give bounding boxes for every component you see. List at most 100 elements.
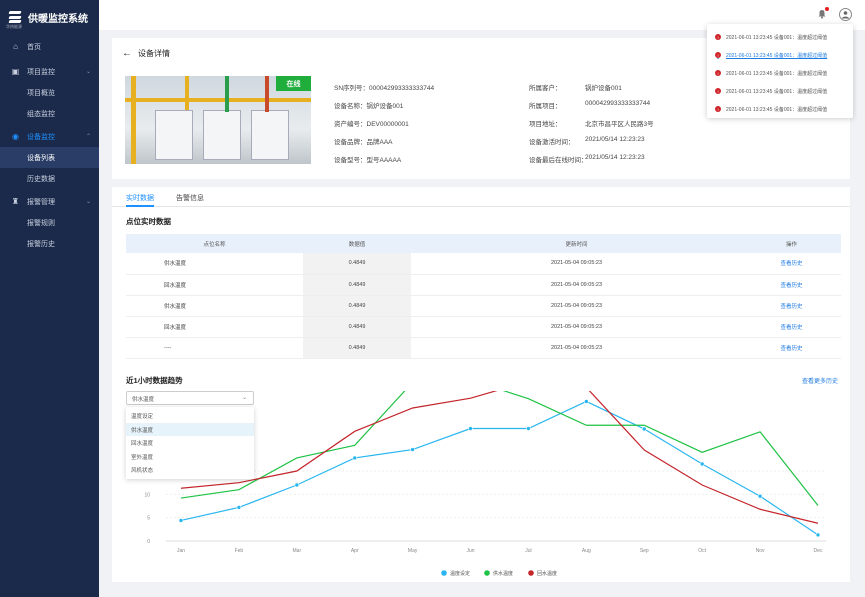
sidebar-item-alarm-history[interactable]: 报警历史: [0, 233, 99, 254]
bell-icon[interactable]: [817, 7, 829, 19]
cell-time: 2021-05-04 09:05:23: [411, 253, 742, 275]
cell-value: 0.4849: [303, 295, 411, 317]
table-header-row: 点位名称 数据值 更新时间 操作: [126, 234, 841, 253]
column-header: 更新时间: [411, 234, 742, 253]
x-tick-label: Jan: [177, 548, 185, 554]
x-tick-label: Dec: [814, 548, 823, 554]
activation-label: 设备激活时间：: [529, 139, 575, 146]
x-tick-label: Oct: [698, 548, 706, 554]
x-tick-label: Nov: [756, 548, 765, 554]
cell-value: 0.4849: [303, 253, 411, 275]
notification-text: 2021-06-01 13:23:45 设备001：温度超过阈值: [726, 34, 828, 41]
realtime-table: 点位名称 数据值 更新时间 操作 供水温度 0.4849 2021-05-04 …: [126, 234, 841, 359]
sidebar-item-alarm-manage[interactable]: ♜ 报警管理 ⌄: [0, 191, 99, 212]
tab-bar: 实时数据 告警信息: [112, 187, 850, 207]
activation-value: 2021/05/14 12:23:23: [585, 136, 645, 143]
project-label: 所属项目：: [529, 103, 562, 110]
sidebar-item-label: 历史数据: [27, 175, 55, 183]
cell-time: 2021-05-04 09:05:23: [411, 274, 742, 296]
brand-field: 设备品牌：品牌AAA: [334, 139, 393, 146]
view-history-link[interactable]: 查看历史: [742, 316, 841, 338]
tab-realtime-data[interactable]: 实时数据: [126, 195, 154, 202]
avatar[interactable]: [839, 8, 852, 21]
view-history-link[interactable]: 查看历史: [742, 253, 841, 275]
cell-point-name: 回水温度: [126, 274, 303, 296]
sidebar-item-alarm-rules[interactable]: 报警规则: [0, 212, 99, 233]
data-point: [178, 518, 184, 523]
tab-indicator: [126, 205, 154, 207]
legend-label: 供水温度: [493, 570, 513, 577]
alert-icon: !: [715, 34, 721, 40]
trend-chart: 051015JanFebMarAprMayJunJulAugSepOctNovD…: [144, 391, 826, 577]
last-online-value: 2021/05/14 12:23:23: [585, 154, 645, 161]
data-point: [641, 426, 647, 432]
column-header: 数据值: [303, 234, 411, 253]
dropdown-option-selected[interactable]: 供水温度: [126, 422, 254, 436]
sidebar-item-device-list[interactable]: 设备列表: [0, 147, 99, 168]
address-value: 北京市昌平区人民路3号: [585, 121, 654, 128]
notification-item[interactable]: ! 2021-06-01 13:23:45 设备001：温度超过阈值: [707, 64, 853, 82]
sidebar-item-label: 设备监控: [27, 133, 55, 141]
sidebar-item-project-monitor[interactable]: ▣ 项目监控 ⌄: [0, 61, 99, 82]
address-label: 项目地址：: [529, 121, 562, 128]
x-tick-label: Sep: [640, 548, 649, 554]
sidebar-item-label: 报警历史: [27, 240, 55, 248]
monitor-icon: ▣: [11, 67, 20, 76]
dropdown-option[interactable]: 回水温度: [131, 441, 154, 447]
table-row: 回水温度 0.4849 2021-05-04 09:05:23 查看历史: [126, 316, 841, 338]
legend-label: 回水温度: [537, 570, 557, 577]
back-button[interactable]: ← 设备详情: [122, 48, 170, 59]
table-row: 供水温度 0.4849 2021-05-04 09:05:23 查看历史: [126, 295, 841, 317]
cell-time: 2021-05-04 09:05:23: [411, 295, 742, 317]
chevron-down-icon: ⌄: [85, 69, 91, 75]
alert-icon: !: [715, 52, 721, 58]
table-row: ---- 0.4849 2021-05-04 09:05:23 查看历史: [126, 337, 841, 359]
cell-value: 0.4849: [303, 337, 411, 359]
device-info-left: SN序列号：000042993333333744 设备名称：锅炉设备001 资产…: [334, 82, 434, 172]
tab-alarm-info[interactable]: 告警信息: [176, 195, 204, 202]
sidebar-item-label: 组态监控: [27, 110, 55, 118]
dropdown-option[interactable]: 室外温度: [131, 454, 154, 461]
sidebar-item-project-overview[interactable]: 项目概览: [0, 82, 99, 103]
cell-point-name: 回水温度: [126, 316, 303, 338]
select-value: 供水温度: [132, 397, 155, 403]
notification-item[interactable]: ! 2021-06-01 13:23:45 设备001：温度超过阈值: [707, 100, 853, 118]
notification-item[interactable]: ! 2021-06-01 13:23:45 设备001：温度超过阈值: [707, 28, 853, 46]
dropdown-option[interactable]: 温度设定: [131, 414, 154, 420]
y-tick-label: 5: [147, 516, 150, 522]
cell-time: 2021-05-04 09:05:23: [411, 316, 742, 338]
notification-item[interactable]: ! 2021-06-01 13:23:45 设备001：温度超过阈值: [707, 46, 853, 64]
x-tick-label: May: [408, 548, 418, 554]
cell-point-name: ----: [126, 337, 303, 359]
series-line: [180, 391, 819, 524]
chevron-down-icon: ⌄: [241, 395, 247, 401]
sidebar-item-config-monitor[interactable]: 组态监控: [0, 103, 99, 124]
sidebar-item-label: 报警管理: [27, 198, 55, 206]
y-tick-label: 10: [144, 492, 150, 498]
data-point: [526, 426, 531, 431]
notification-item[interactable]: ! 2021-06-01 13:23:45 设备001：温度超过阈值: [707, 82, 853, 100]
view-history-link[interactable]: 查看历史: [742, 274, 841, 296]
view-history-link[interactable]: 查看历史: [742, 337, 841, 359]
legend-label: 温度设定: [450, 570, 470, 577]
view-more-history-link[interactable]: 查看更多历史: [801, 379, 838, 385]
cell-point-name: 供水温度: [126, 295, 303, 317]
view-history-link[interactable]: 查看历史: [742, 295, 841, 317]
app-logo: 供暖监控系统 华热能源: [0, 0, 99, 34]
x-tick-label: Jul: [525, 548, 531, 554]
point-select[interactable]: 供水温度 ⌄: [126, 391, 254, 405]
notification-text: 2021-06-01 13:23:45 设备001：温度超过阈值: [726, 70, 828, 77]
sidebar-item-label: 设备列表: [27, 154, 55, 162]
alarm-icon: ♜: [11, 197, 20, 206]
legend-marker: [528, 570, 534, 576]
sidebar-item-home[interactable]: ⌂ 首页: [0, 36, 99, 57]
data-point: [584, 399, 589, 404]
sidebar-item-label: 项目监控: [27, 68, 55, 76]
x-tick-label: Jun: [467, 548, 475, 554]
column-header: 点位名称: [126, 234, 303, 253]
cell-time: 2021-05-04 09:05:23: [411, 337, 742, 359]
dropdown-option[interactable]: 风机状态: [131, 468, 154, 474]
sidebar-item-device-monitor[interactable]: ◉ 设备监控 ⌃: [0, 126, 99, 147]
sidebar-item-label: 报警规则: [27, 219, 55, 227]
sidebar-item-history-data[interactable]: 历史数据: [0, 168, 99, 189]
